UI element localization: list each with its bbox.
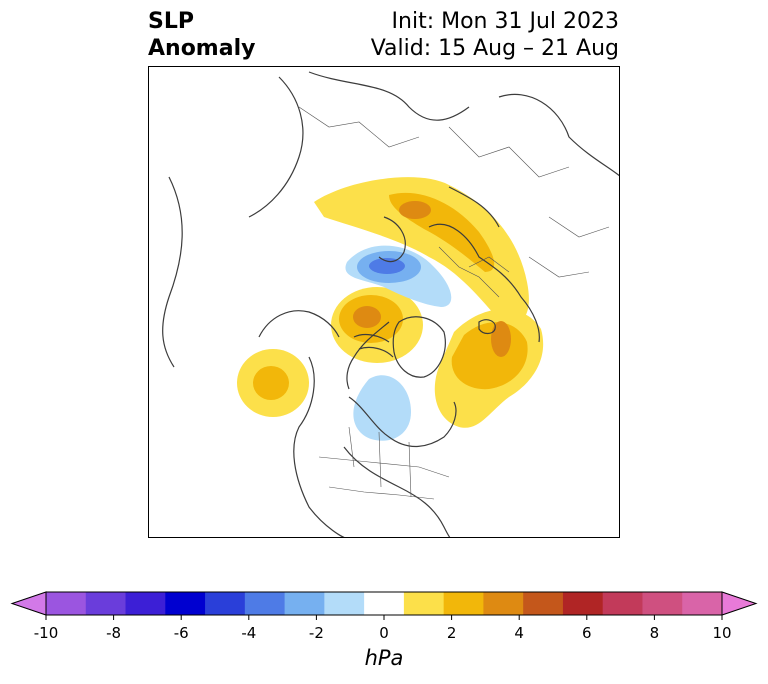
colorbar-segment: [483, 592, 524, 615]
colorbar-segment: [85, 592, 127, 615]
map-dates: Init: Mon 31 Jul 2023 Valid: 15 Aug – 21…: [371, 8, 619, 62]
colorbar-unit: hPa: [364, 646, 404, 670]
coastlines: [162, 71, 619, 537]
colorbar-segment: [642, 592, 683, 615]
colorbar-segment: [244, 592, 286, 615]
colorbar-ticks: [45, 615, 723, 620]
colorbar-tick-label: 6: [582, 624, 592, 642]
colorbar-tick-label: 2: [446, 624, 457, 642]
colorbar-segment: [324, 592, 365, 615]
colorbar-tick-label: 8: [649, 624, 660, 642]
colorbar-segment: [364, 592, 405, 615]
positive-northeast-pacific-core: [253, 366, 289, 400]
positive-greenland-atlantic-peak: [491, 321, 511, 357]
colorbar-segment: [165, 592, 206, 615]
colorbar-segment: [602, 592, 643, 615]
colorbar: [10, 591, 758, 620]
title-variable: SLP: [148, 9, 194, 34]
valid-range: Valid: 15 Aug – 21 Aug: [370, 36, 619, 61]
colorbar-segment: [523, 592, 564, 615]
colorbar-segment: [443, 592, 484, 615]
colorbar-segment: [403, 592, 445, 615]
colorbar-tick-label: -4: [241, 624, 257, 642]
borders: [298, 106, 610, 500]
colorbar-segments: [10, 591, 758, 616]
negative-central-canada: [353, 375, 411, 441]
polar-map: [148, 66, 620, 538]
positive-europe-russia: [314, 177, 529, 324]
colorbar-tick-label: -2: [308, 624, 324, 642]
colorbar-tick-label: -6: [173, 624, 189, 642]
colorbar-segment: [562, 592, 604, 615]
colorbar-extend-max: [721, 591, 758, 616]
colorbar-segment: [125, 592, 166, 615]
colorbar-tick-label: 10: [712, 624, 732, 642]
positive-arctic-center-peak: [353, 306, 381, 328]
colorbar-tick-label: 4: [514, 624, 524, 642]
anomaly-shading: [237, 177, 544, 441]
colorbar-segment: [46, 592, 87, 615]
title-type: Anomaly: [148, 36, 256, 61]
positive-europe-russia-peak: [399, 201, 431, 219]
colorbar-segment: [284, 592, 325, 615]
colorbar-segment: [205, 592, 246, 615]
colorbar-tick-label: 0: [379, 624, 389, 642]
negative-barents-peak: [369, 258, 405, 274]
colorbar-segment: [682, 592, 723, 615]
map-canvas: [162, 71, 619, 537]
map-title: SLP Anomaly: [148, 8, 255, 62]
init-date: Init: Mon 31 Jul 2023: [391, 9, 619, 34]
colorbar-tick-label: -8: [106, 624, 122, 642]
colorbar-tick-label: -10: [33, 624, 59, 642]
colorbar-extend-min: [10, 591, 47, 616]
